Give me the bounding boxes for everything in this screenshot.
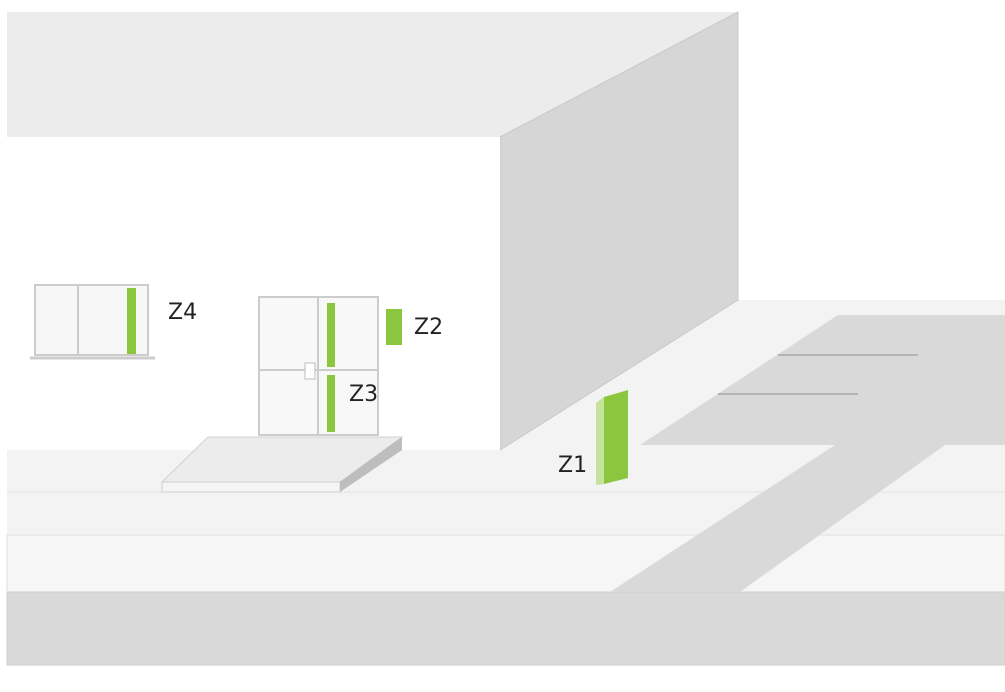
roof (7, 12, 738, 137)
zone-label: Z2 (414, 315, 443, 340)
sensor-z3 (327, 375, 335, 432)
parking-lot (610, 315, 1005, 592)
zone-label: Z3 (349, 382, 378, 407)
sensor-z1 (604, 390, 628, 484)
sensor-z2 (386, 309, 402, 345)
zone-label: Z4 (168, 300, 197, 325)
step-front (161, 481, 341, 493)
zone-label: Z1 (558, 453, 587, 478)
step-side (340, 437, 402, 492)
strip (6, 534, 1005, 593)
sensor-z1-side (596, 397, 604, 485)
road (6, 591, 1005, 666)
sensor-z4 (127, 288, 136, 354)
door-handle (304, 362, 316, 380)
sensor-z3-top (327, 303, 335, 367)
